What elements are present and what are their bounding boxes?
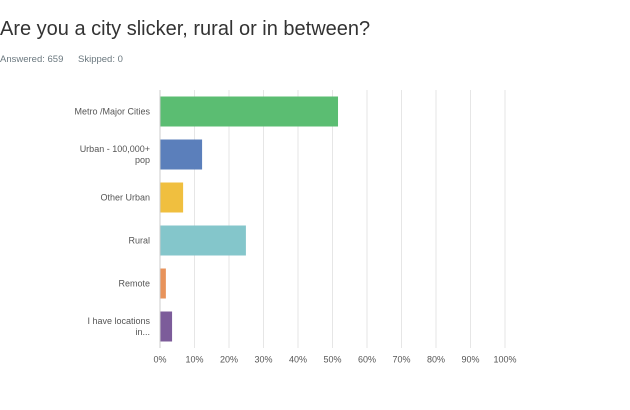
x-tick-label: 50% — [323, 354, 341, 364]
x-tick-label: 30% — [254, 354, 272, 364]
x-tick-label: 80% — [427, 354, 445, 364]
bar — [160, 268, 166, 299]
bar — [160, 139, 203, 170]
x-tick-label: 20% — [220, 354, 238, 364]
category-label: I have locations in... — [87, 315, 150, 337]
category-label: Metro /Major Cities — [74, 106, 150, 116]
answered: Answered: 659 — [0, 54, 64, 65]
bar — [160, 182, 184, 213]
category-label: Urban - 100,000+ pop — [79, 143, 150, 165]
category-label: Remote — [118, 278, 150, 288]
bar — [160, 311, 173, 342]
chart-title: Are you a city slicker, rural or in betw… — [0, 18, 371, 40]
x-tick-label: 100% — [493, 354, 516, 364]
x-tick-label: 90% — [461, 354, 479, 364]
x-tick-label: 0% — [153, 354, 166, 364]
bar — [160, 225, 246, 256]
bar — [160, 96, 339, 127]
x-tick-label: 60% — [358, 354, 376, 364]
category-label: Rural — [128, 235, 150, 245]
skipped: Skipped: 0 — [78, 54, 123, 65]
category-label: Other Urban — [100, 192, 150, 202]
x-tick-label: 10% — [185, 354, 203, 364]
x-tick-label: 40% — [289, 354, 307, 364]
x-tick-label: 70% — [392, 354, 410, 364]
